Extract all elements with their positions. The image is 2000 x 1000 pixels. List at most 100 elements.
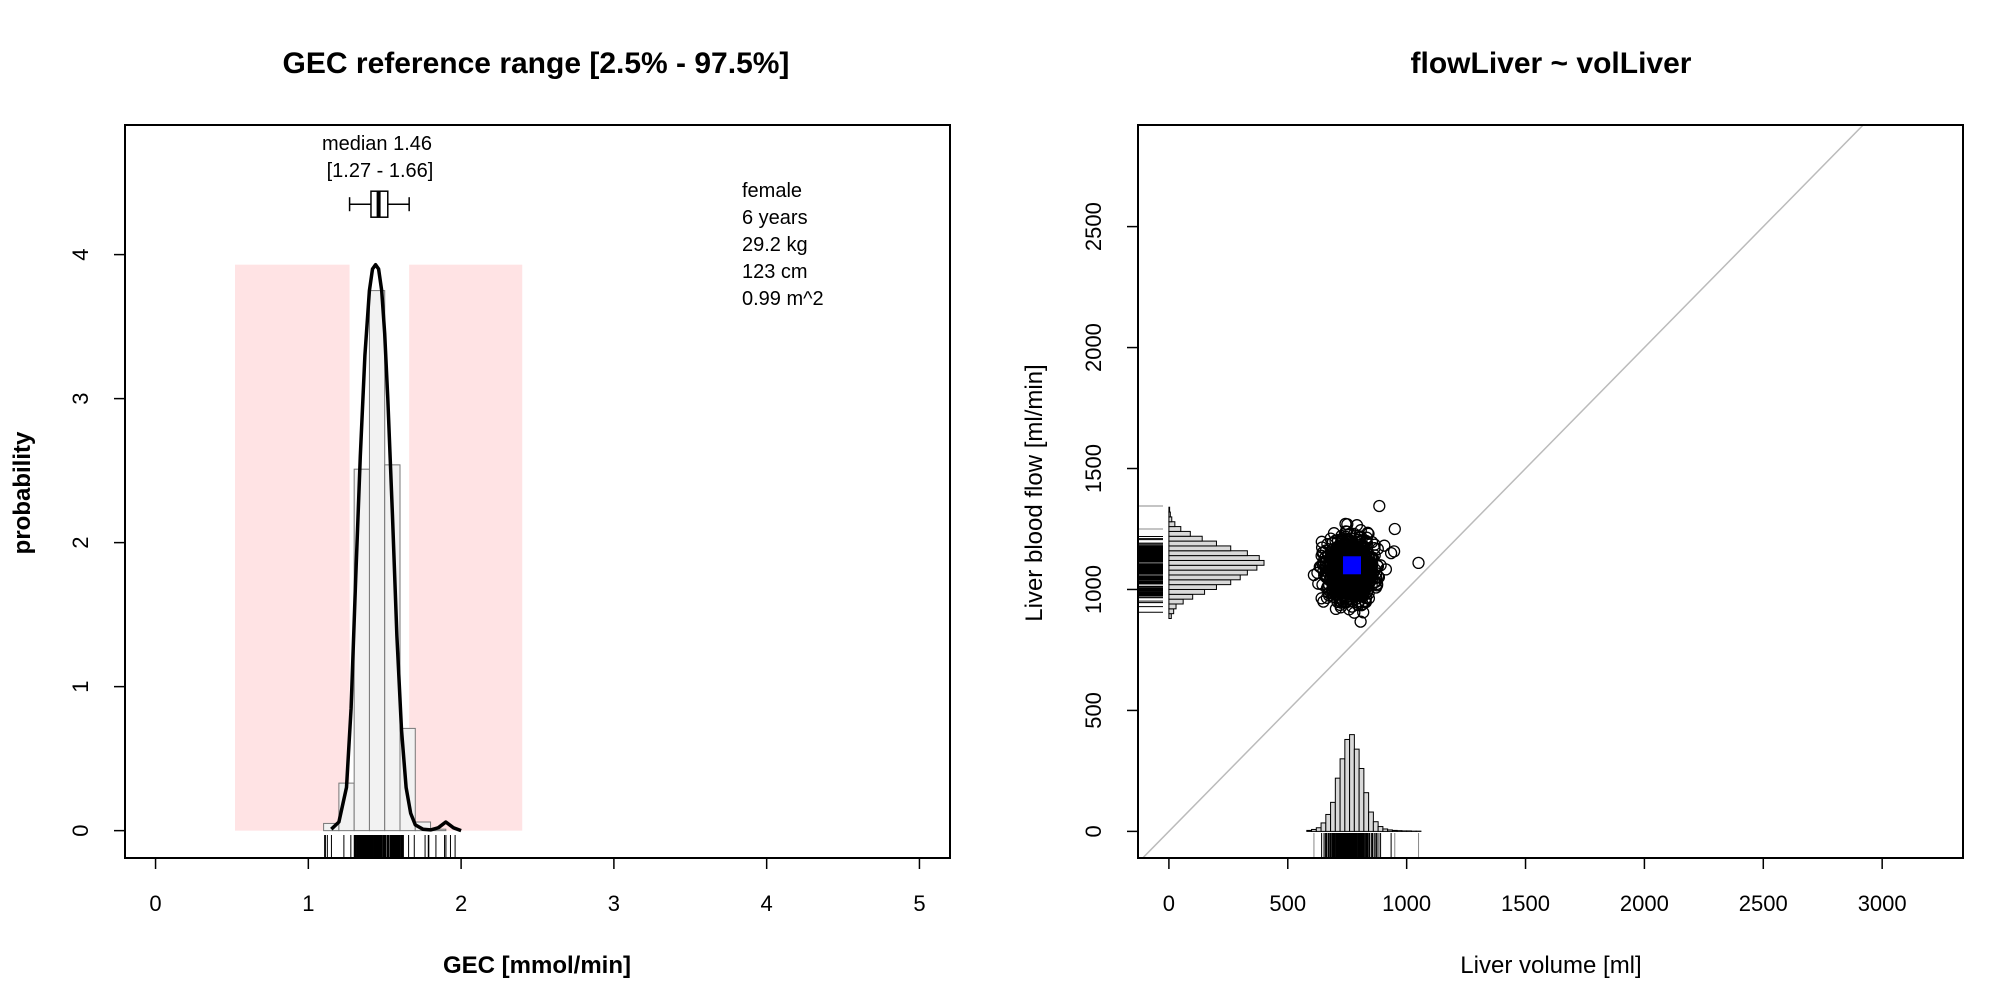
scatter-point xyxy=(1326,549,1339,563)
y-marginal-bar xyxy=(1168,579,1232,586)
histogram-bar xyxy=(368,290,386,832)
x-marginal-bar xyxy=(1334,777,1341,832)
y-marginal-bar xyxy=(1168,540,1217,547)
info-weight: 29.2 kg xyxy=(742,234,808,256)
x-tick-label: 2500 xyxy=(1739,891,1788,916)
x-marginal-bar xyxy=(1311,828,1317,832)
y-marginal-bar xyxy=(1168,574,1241,581)
x-marginal-bar xyxy=(1368,811,1374,832)
highlight-point-group xyxy=(1342,556,1361,575)
scatter-point xyxy=(1370,566,1383,580)
y-marginal-bar xyxy=(1168,613,1172,620)
y-marginal-bar xyxy=(1168,521,1176,528)
y-marginal-bar xyxy=(1168,511,1171,518)
scatter-point xyxy=(1362,551,1375,564)
scatter-point xyxy=(1329,555,1342,569)
x-tick-label: 1 xyxy=(302,891,314,916)
right-x-axis: 0 500 1000 1500 2000 2500 3000 xyxy=(1163,857,1907,916)
scatter-point xyxy=(1359,591,1373,605)
y-tick-label: 4 xyxy=(68,248,93,260)
y-tick-label: 0 xyxy=(1081,825,1106,837)
y-tick-label: 2000 xyxy=(1081,323,1106,372)
x-tick-label: 2 xyxy=(455,891,467,916)
left-x-axis-label: GEC [mmol/min] xyxy=(443,952,631,979)
x-marginal-bar xyxy=(1344,738,1351,832)
x-marginal-bar xyxy=(1377,826,1384,832)
scatter-point xyxy=(1340,525,1354,538)
left-y-axis: 0 1 2 3 4 xyxy=(68,248,125,837)
median-label: median 1.46 xyxy=(322,133,432,155)
x-marginal-bar xyxy=(1325,813,1332,832)
x-tick-label: 1000 xyxy=(1382,891,1431,916)
y-tick-label: 2 xyxy=(68,536,93,548)
x-marginal-bar xyxy=(1306,829,1313,832)
scatter-point xyxy=(1331,533,1345,547)
info-height: 123 cm xyxy=(742,261,808,283)
identity-line xyxy=(1142,124,1864,859)
x-marginal-bar xyxy=(1353,748,1360,832)
y-tick-label: 1500 xyxy=(1081,444,1106,493)
info-sex: female xyxy=(742,180,802,202)
y-marginal-bar xyxy=(1168,506,1171,513)
right-plot-frame xyxy=(1137,124,1964,859)
x-marginal-bar xyxy=(1330,801,1336,832)
y-marginal-bar xyxy=(1168,584,1217,590)
scatter-point xyxy=(1356,577,1370,590)
y-marginal-bar xyxy=(1168,603,1177,610)
right-x-axis-label: Liver volume [ml] xyxy=(1460,952,1641,979)
scatter-point xyxy=(1329,602,1343,616)
scatter-point xyxy=(1354,524,1367,537)
x-marginal-bar xyxy=(1349,734,1355,832)
y-marginal-histogram xyxy=(1168,506,1265,620)
subject-info: female 6 years 29.2 kg 123 cm 0.99 m^2 xyxy=(742,180,824,310)
x-tick-label: 0 xyxy=(1163,891,1175,916)
histogram-bar xyxy=(384,464,401,832)
y-marginal-bar xyxy=(1168,608,1175,615)
x-marginal-bar xyxy=(1372,821,1379,832)
scatter-point xyxy=(1373,499,1386,513)
scatter-points xyxy=(1307,499,1425,628)
y-tick-label: 3 xyxy=(68,392,93,404)
scatter-point xyxy=(1387,545,1401,558)
x-marginal-histogram xyxy=(1306,734,1422,832)
x-marginal-bar xyxy=(1387,829,1393,832)
scatter-point xyxy=(1354,615,1367,628)
scatter-point xyxy=(1345,581,1358,594)
x-tick-label: 3 xyxy=(608,891,620,916)
scatter-point xyxy=(1358,547,1371,560)
scatter-point xyxy=(1364,571,1377,584)
y-marginal-bar xyxy=(1168,598,1184,605)
y-tick-label: 0 xyxy=(68,825,93,837)
x-tick-label: 1500 xyxy=(1501,891,1550,916)
info-bsa: 0.99 m^2 xyxy=(742,288,824,310)
median-range-label: [1.27 - 1.66] xyxy=(327,160,434,182)
y-marginal-bar xyxy=(1168,569,1248,576)
identity-line-group xyxy=(1142,124,1864,859)
reference-band-2 xyxy=(409,264,523,831)
scatter-point xyxy=(1371,542,1384,556)
gec-reference-panel: GEC reference range [2.5% - 97.5%] 0 1 2 3 4… xyxy=(9,47,951,979)
y-marginal-bar xyxy=(1168,550,1248,557)
scatter-point xyxy=(1352,535,1365,548)
rug-marks xyxy=(324,835,456,858)
x-marginal-bar xyxy=(1396,830,1403,832)
scatter-point xyxy=(1307,568,1321,582)
x-marginal-bar xyxy=(1339,758,1346,832)
x-rug-marks xyxy=(1313,833,1420,858)
left-chart-title: GEC reference range [2.5% - 97.5%] xyxy=(283,47,790,80)
density-curve xyxy=(330,262,462,833)
info-age: 6 years xyxy=(742,207,808,229)
scatter-point xyxy=(1336,584,1349,597)
reference-band-1 xyxy=(235,264,350,831)
scatter-point xyxy=(1369,581,1383,594)
scatter-point xyxy=(1317,555,1330,568)
scatter-point xyxy=(1363,563,1376,576)
density-curve-group xyxy=(330,262,462,833)
x-tick-label: 2000 xyxy=(1620,891,1669,916)
highlight-point xyxy=(1342,556,1361,575)
x-marginal-bar xyxy=(1382,828,1389,832)
scatter-point xyxy=(1315,541,1329,554)
right-y-axis-label: Liver blood flow [ml/min] xyxy=(1021,364,1048,621)
x-marginal-bar xyxy=(1320,822,1327,832)
